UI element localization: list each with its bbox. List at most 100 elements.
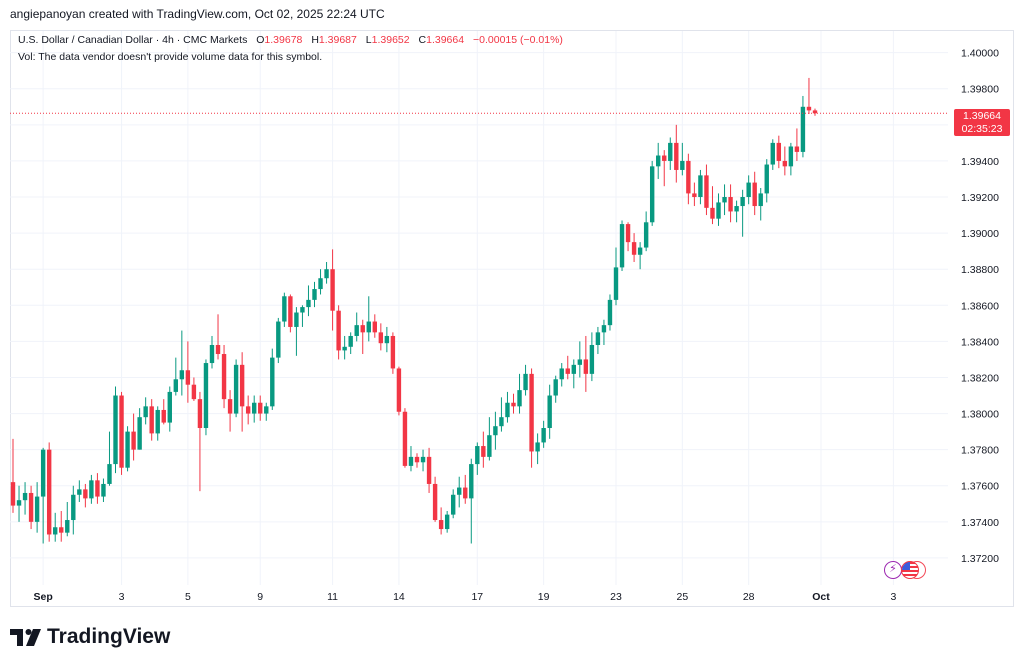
candle-body [559,368,564,380]
price-axis: 1.400001.398001.396001.394001.392001.390… [961,48,999,565]
candle-body [444,514,450,530]
candle-body [191,384,197,400]
candle-body [728,197,733,212]
chart-frame[interactable] [10,30,1014,607]
price-tick-label: 1.39200 [961,192,999,204]
legend-high-value: 1.39687 [318,34,357,46]
candle-body [372,321,377,333]
candle-body [414,456,420,463]
legend-high-label: H [311,34,319,46]
candle-body [710,207,715,219]
candle-body [722,197,727,203]
candle-body [541,428,546,443]
candle-body [10,482,16,506]
candle-body [493,426,498,436]
candle-body [89,480,94,499]
candle-body [197,399,203,429]
candle-body [366,321,371,333]
candle-body [59,527,64,533]
candle-body [704,175,709,208]
candlestick-chart[interactable]: 1.400001.398001.396001.394001.392001.390… [0,0,1024,610]
candle-body [384,335,390,344]
candle-body [475,446,480,465]
legend-symbol: U.S. Dollar / Canadian Dollar · 4h · CMC… [18,34,248,46]
candle-body [276,321,281,358]
us-flag-icon[interactable] [901,561,919,579]
candle-body [342,346,347,351]
candle-body [16,500,22,506]
candle-body [481,446,486,457]
volume-note: Vol: The data vendor doesn't provide vol… [18,51,323,63]
legend-close-value: 1.39664 [426,34,465,46]
candle-body [788,146,794,167]
candle-body [294,312,299,327]
candle-body [571,364,576,374]
candle-body [221,354,227,400]
time-tick-label: Oct [812,591,830,603]
candle-body [450,494,456,515]
price-tick-label: 1.38600 [961,300,999,312]
candle-body [312,289,317,300]
candle-body [668,142,673,161]
legend-close-label: C [418,34,427,46]
candle-body [662,155,667,161]
candle-body [252,402,257,414]
legend-change-value: −0.00015 (−0.01%) [473,34,563,46]
candle-body [245,406,251,414]
candle-body [65,520,70,533]
candle-body [426,456,432,484]
candle-body [637,247,643,255]
candle-body [107,464,112,484]
candle-body [469,464,474,499]
time-tick-label: 11 [327,591,338,603]
time-tick-label: 19 [538,591,550,603]
candle-body [656,155,661,167]
time-tick-label: 5 [185,591,191,603]
candle-body [776,142,782,161]
candle-body [227,399,233,414]
candle-body [77,489,82,495]
candle-body [119,395,124,468]
candle-body [40,449,46,497]
price-tick-label: 1.39800 [961,84,999,96]
candle-body [408,456,414,466]
tradingview-logo-text: TradingView [47,625,171,648]
candle-body [487,435,492,457]
candle-body [53,527,58,535]
candle-body [631,242,637,255]
price-tick-label: 1.39000 [961,228,999,240]
candle-body [716,202,721,219]
price-tick-label: 1.39400 [961,156,999,168]
candle-body [22,492,28,501]
candle-body [523,373,528,391]
candle-body [143,406,148,418]
candle-body [583,359,589,374]
time-tick-label: 23 [610,591,622,603]
time-tick-label: 25 [676,591,688,603]
economic-event-icon[interactable]: ⚡ [884,561,902,579]
candle-body [505,402,510,418]
candle-body [764,164,769,194]
candle-body [758,193,763,207]
symbol-legend: U.S. Dollar / Canadian Dollar · 4h · CMC… [18,34,563,46]
candle-body [770,142,775,165]
candle-body [203,363,209,429]
price-tick-label: 1.37200 [961,553,999,565]
candle-body [306,299,311,308]
candle-body [686,160,691,194]
tradingview-logo-icon [10,629,41,646]
candle-body [95,480,100,497]
legend-low-label: L [365,34,372,46]
chart-attribution: angiepanoyan created with TradingView.co… [10,7,385,21]
time-tick-label: Sep [34,591,53,603]
candle-body [215,344,221,355]
candle-body [794,146,800,152]
candle-body [131,431,136,450]
candle-body [239,364,245,407]
candle-body [812,110,818,114]
candle-body [46,449,52,535]
time-tick-label: 17 [471,591,483,603]
candle-body [463,487,468,499]
price-tick-label: 1.38200 [961,372,999,384]
last-price-badge: 1.39664 02:35:23 [954,109,1010,136]
